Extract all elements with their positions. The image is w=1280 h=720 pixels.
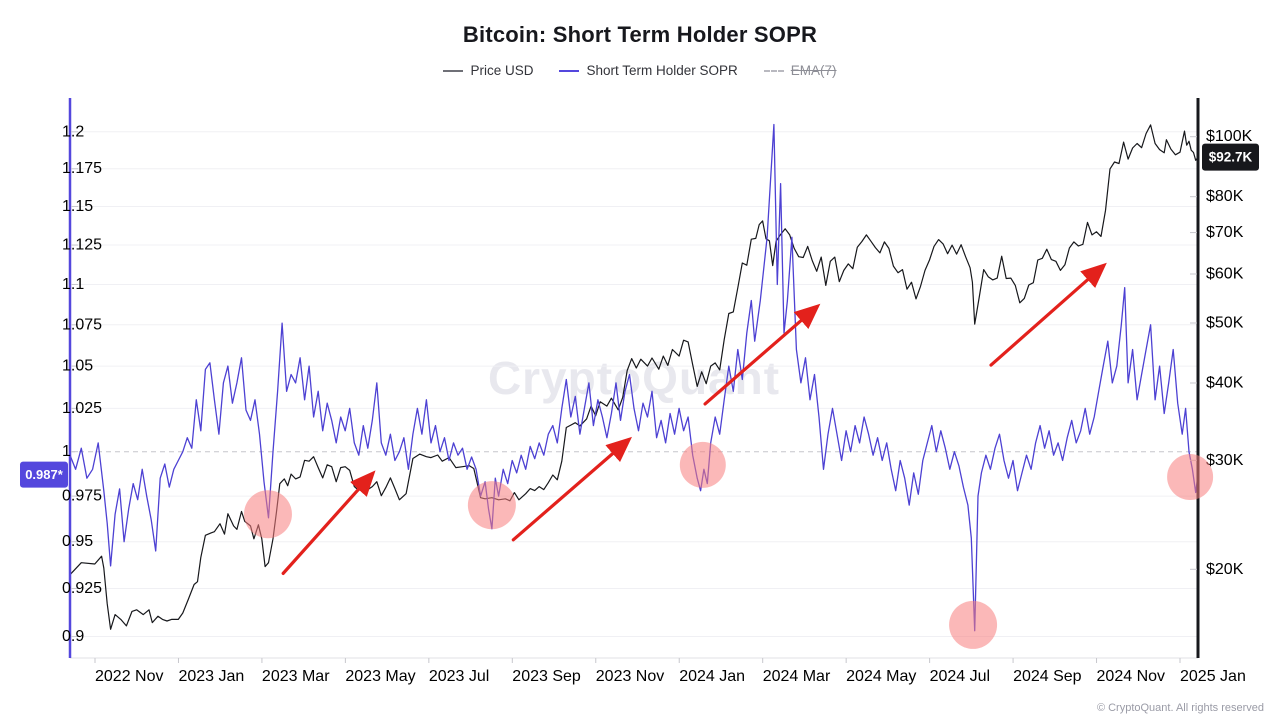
annotation-circle	[467, 481, 516, 530]
right-tick-label: $50K	[1206, 315, 1244, 332]
chart-title: Bitcoin: Short Term Holder SOPR	[462, 22, 818, 47]
x-tick-label: 2024 Sep	[1013, 668, 1082, 685]
price-line	[69, 124, 1199, 630]
annotation-circle	[679, 441, 726, 488]
sopr-current-value: 0.987*	[25, 467, 64, 482]
x-tick-label: 2023 Jul	[429, 668, 490, 685]
sopr-current-value-tag	[20, 461, 68, 488]
legend-swatch-icon	[763, 69, 784, 72]
x-tick-label: 2023 Mar	[262, 668, 330, 685]
legend-item-ema-7-[interactable]: EMA(7)	[763, 63, 837, 78]
right-tick-label: $80K	[1206, 188, 1244, 205]
trend-arrow	[511, 436, 632, 542]
left-tick-label: 1.1	[62, 276, 84, 293]
x-tick-label: 2023 Nov	[596, 668, 665, 685]
legend-swatch-icon	[559, 69, 580, 72]
gridlines	[70, 131, 1198, 638]
left-tick-label: 1.075	[62, 316, 102, 333]
right-tick-label: $40K	[1206, 374, 1244, 391]
x-tick-label: 2024 Jul	[930, 668, 991, 685]
price-current-value-tag	[1202, 143, 1259, 171]
legend-item-price-usd[interactable]: Price USD	[443, 63, 533, 78]
left-axis-labels	[71, 131, 78, 638]
left-tick-label: 1.125	[62, 237, 102, 254]
left-tick-label: 0.975	[62, 488, 102, 505]
right-tick-label: $70K	[1206, 224, 1244, 241]
x-tick-label: 2022 Nov	[95, 668, 164, 685]
trend-arrow	[281, 470, 376, 575]
trend-arrow	[989, 262, 1107, 367]
annotation-circle	[243, 490, 292, 539]
left-tick-label: 1	[62, 443, 71, 460]
x-tick-label: 2024 Jan	[679, 668, 745, 685]
chart-legend: Price USD Short Term Holder SOPR EMA(7)	[0, 63, 1280, 78]
right-tick-label: $60K	[1206, 266, 1244, 283]
right-axis-labels	[1190, 136, 1197, 570]
copyright-text: © CryptoQuant. All rights reserved	[1096, 702, 1264, 714]
left-tick-label: 0.95	[62, 533, 93, 550]
left-tick-label: 1.025	[62, 400, 102, 417]
x-tick-label: 2023 May	[345, 668, 415, 685]
price-current-value-bg	[1202, 143, 1259, 171]
right-tick-label: $20K	[1206, 561, 1244, 578]
x-tick-label: 2024 Nov	[1097, 668, 1166, 685]
left-tick-label: 1.15	[62, 198, 93, 215]
legend-swatch-icon	[443, 69, 464, 72]
sopr-current-value-bg	[20, 461, 68, 488]
x-tick-label: 2024 Mar	[763, 668, 831, 685]
x-tick-label: 2023 Jan	[178, 668, 244, 685]
trend-arrow	[703, 303, 821, 406]
left-tick-label: 1.05	[62, 358, 93, 375]
annotation-circle	[1167, 453, 1214, 500]
left-tick-label: 1.2	[62, 123, 84, 140]
left-tick-label: 0.9	[62, 628, 84, 645]
left-tick-label: 1.175	[62, 160, 102, 177]
right-tick-label: $100K	[1206, 128, 1253, 145]
x-tick-label: 2025 Jan	[1180, 668, 1246, 685]
legend-item-short-term-holder-sopr[interactable]: Short Term Holder SOPR	[559, 63, 738, 78]
right-tick-label: $30K	[1206, 452, 1244, 469]
annotation-circle	[949, 600, 998, 649]
price-current-value: $92.7K	[1209, 150, 1253, 165]
x-tick-label: 2024 May	[846, 668, 916, 685]
left-tick-label: 0.925	[62, 580, 102, 597]
legend-label: EMA(7)	[790, 63, 837, 78]
x-axis-ticks	[94, 658, 1181, 663]
legend-label: Price USD	[470, 63, 534, 78]
x-tick-label: 2023 Sep	[512, 668, 581, 685]
legend-label: Short Term Holder SOPR	[586, 63, 738, 78]
